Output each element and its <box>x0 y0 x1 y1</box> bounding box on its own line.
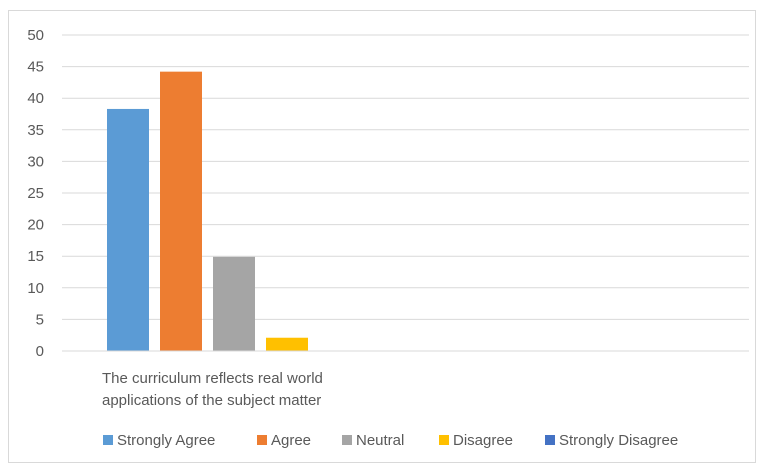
legend-label: Strongly Disagree <box>559 432 678 449</box>
legend: Strongly Agree Agree Neutral Disagree Strong… <box>103 432 678 449</box>
y-tick-label: 35 <box>27 122 44 139</box>
y-tick-label: 15 <box>27 248 44 265</box>
legend-label: Disagree <box>453 432 513 449</box>
y-tick-label: 25 <box>27 185 44 202</box>
legend-swatch <box>439 435 449 445</box>
category-label-line: applications of the subject matter <box>102 392 321 409</box>
bar-agree <box>160 71 202 351</box>
y-tick-label: 45 <box>27 59 44 76</box>
bar-disagree <box>266 337 308 351</box>
legend-swatch <box>342 435 352 445</box>
legend-swatch <box>257 435 267 445</box>
legend-label: Neutral <box>356 432 404 449</box>
category-labels: The curriculum reflects real world applic… <box>102 370 323 409</box>
y-tick-label: 50 <box>27 27 44 44</box>
y-tick-label: 0 <box>36 343 44 360</box>
y-axis-ticks: 0 5 10 15 20 25 30 35 40 45 50 <box>27 27 44 360</box>
legend-swatch <box>545 435 555 445</box>
bar-neutral <box>213 256 255 351</box>
category-label-line: The curriculum reflects real world <box>102 370 323 387</box>
y-tick-label: 40 <box>27 90 44 107</box>
bar-strongly-agree <box>107 108 149 351</box>
y-tick-label: 5 <box>36 311 44 328</box>
y-tick-label: 10 <box>27 280 44 297</box>
legend-label: Agree <box>271 432 311 449</box>
legend-swatch <box>103 435 113 445</box>
y-tick-label: 20 <box>27 217 44 234</box>
bars <box>107 71 308 351</box>
y-tick-label: 30 <box>27 153 44 170</box>
legend-label: Strongly Agree <box>117 432 215 449</box>
